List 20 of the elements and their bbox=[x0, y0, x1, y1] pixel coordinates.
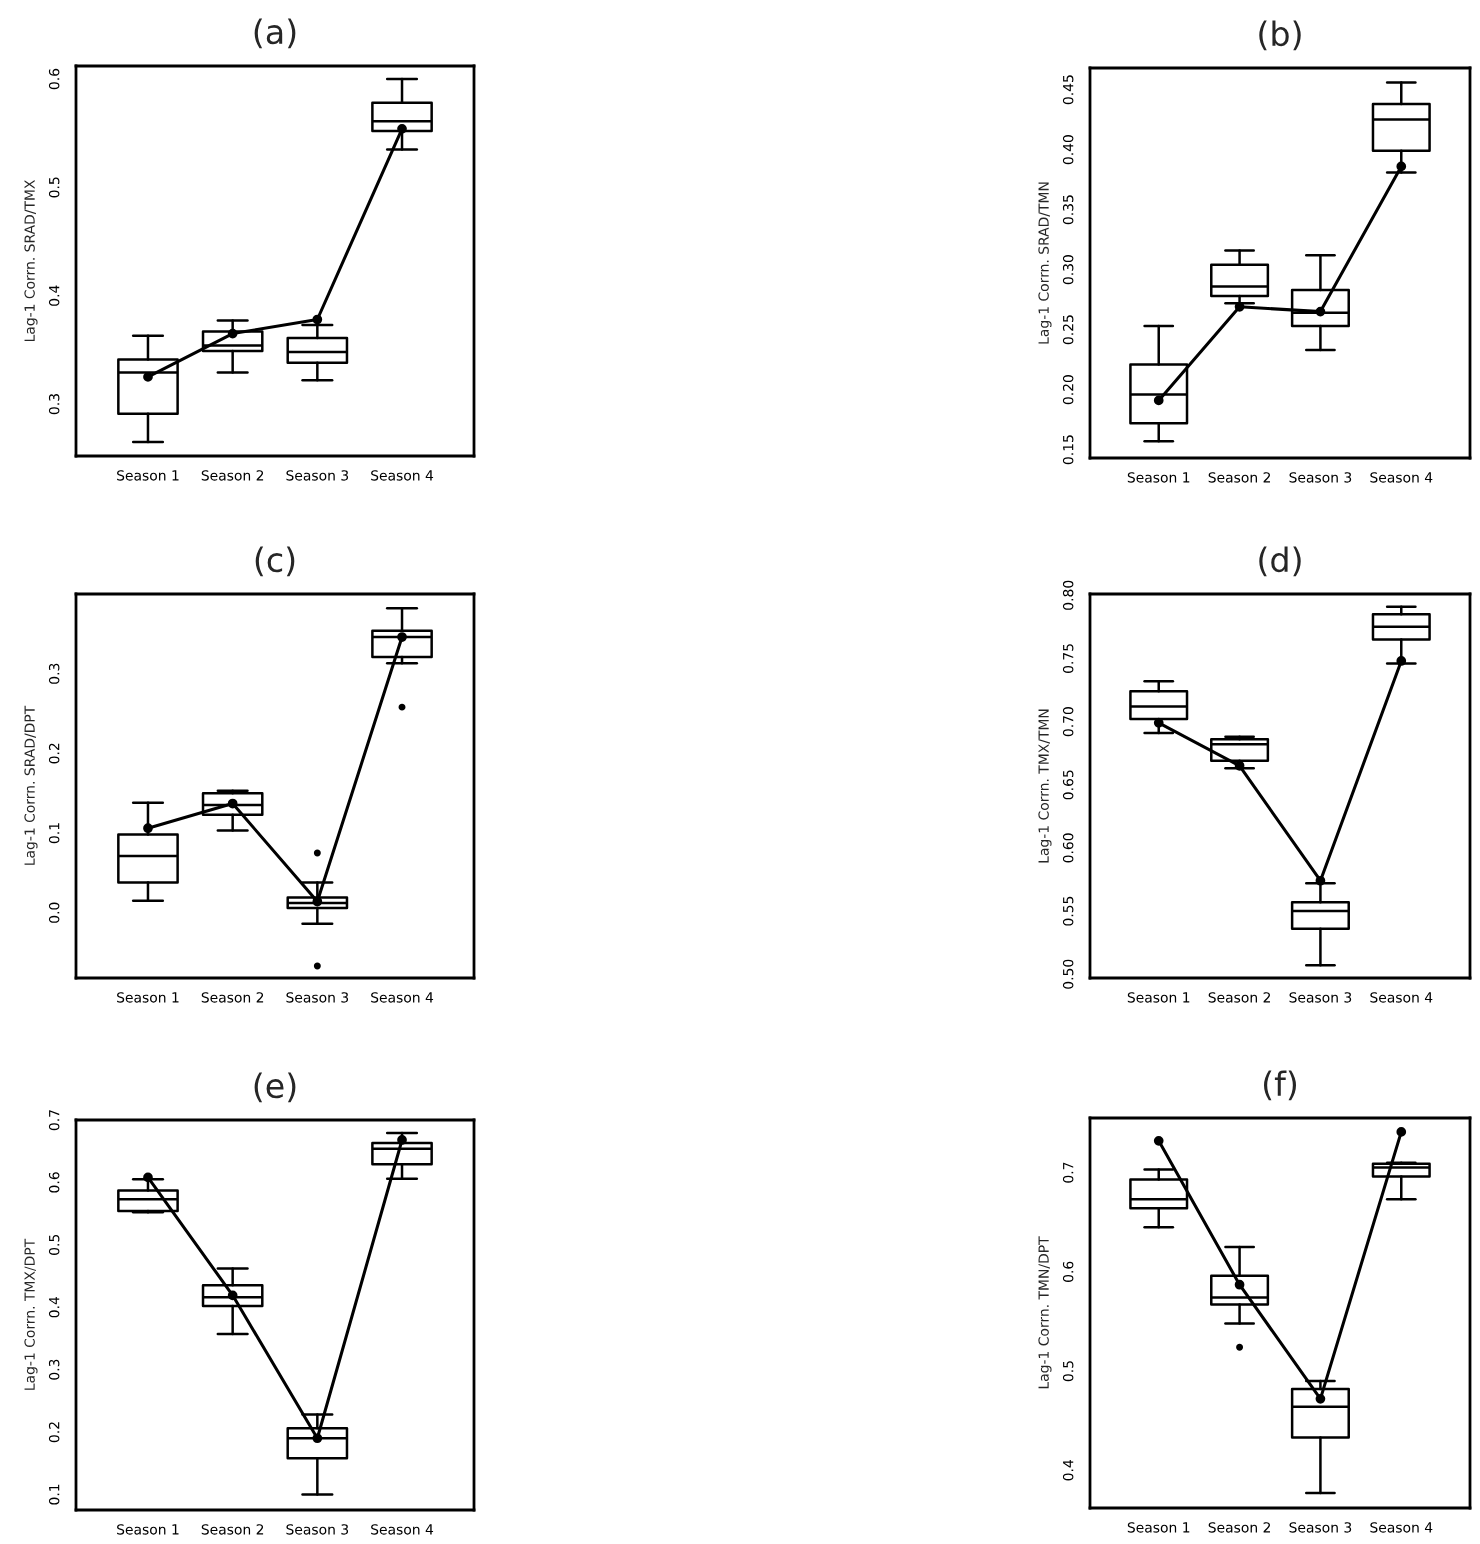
point bbox=[1153, 1135, 1164, 1146]
chart-title: (a) bbox=[254, 18, 296, 49]
point bbox=[1153, 395, 1164, 406]
point bbox=[312, 314, 323, 325]
point bbox=[1315, 1393, 1326, 1404]
chart-title: (b) bbox=[1259, 20, 1301, 51]
chart-title: (d) bbox=[1259, 546, 1301, 577]
point bbox=[227, 328, 238, 339]
point bbox=[143, 823, 153, 834]
point bbox=[1396, 1127, 1407, 1137]
chart-title: (e) bbox=[254, 1072, 296, 1103]
point bbox=[397, 123, 407, 134]
chart-title: (f) bbox=[1263, 1070, 1297, 1101]
point bbox=[1396, 656, 1407, 666]
point bbox=[143, 1172, 153, 1183]
chart-title: (c) bbox=[255, 546, 295, 577]
point bbox=[1315, 875, 1326, 886]
point bbox=[1234, 1279, 1245, 1290]
point bbox=[143, 372, 153, 382]
point bbox=[1396, 161, 1407, 172]
